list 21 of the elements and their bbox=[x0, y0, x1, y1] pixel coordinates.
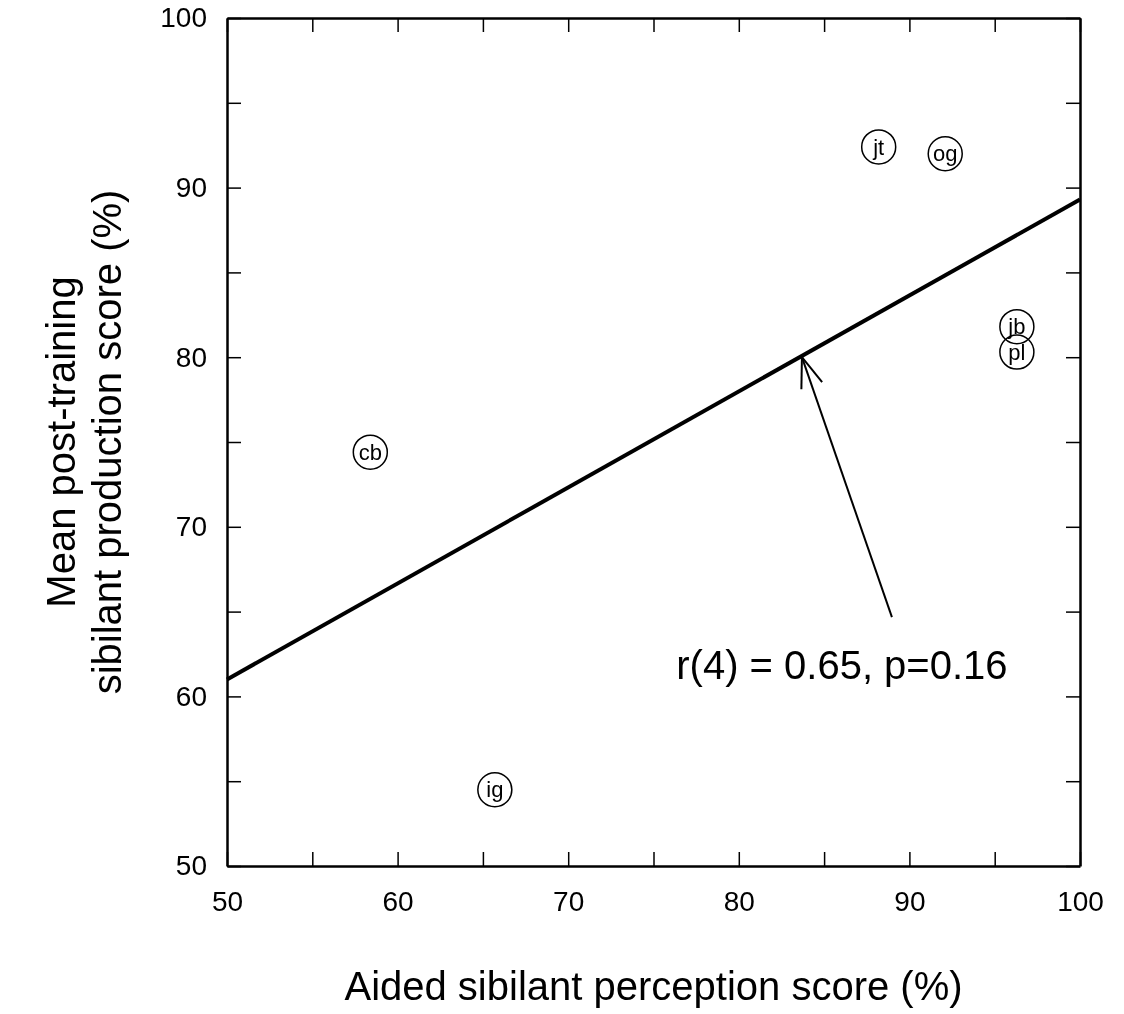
annotation: cb bbox=[358, 439, 382, 465]
annotation: r(4) = 0.65, p=0.16 bbox=[676, 643, 1008, 688]
annotation: og bbox=[932, 141, 958, 167]
x-tick-label: 100 bbox=[1057, 886, 1104, 918]
annotation: jb bbox=[1007, 314, 1026, 340]
x-tick-label: 60 bbox=[382, 886, 414, 918]
x-tick-label: 70 bbox=[553, 886, 585, 918]
x-tick-label: 50 bbox=[211, 886, 244, 918]
x-tick-label: 80 bbox=[723, 886, 755, 918]
y-tick-label: 70 bbox=[175, 511, 207, 543]
y-axis-title: Mean post-training sibilant production score (%) bbox=[39, 189, 129, 695]
y-tick-label: 80 bbox=[175, 341, 207, 373]
x-axis-title: Aided sibilant perception score (%) bbox=[344, 964, 963, 1008]
y-tick-label: 100 bbox=[160, 2, 207, 34]
y-tick-label: 90 bbox=[175, 172, 207, 204]
y-tick-label: 50 bbox=[175, 850, 207, 882]
annotation: pl bbox=[1008, 339, 1026, 365]
x-tick-label: 90 bbox=[894, 886, 926, 918]
annotation: jt bbox=[872, 134, 885, 160]
annotation: ig bbox=[486, 777, 504, 803]
y-tick-label: 60 bbox=[175, 680, 207, 712]
